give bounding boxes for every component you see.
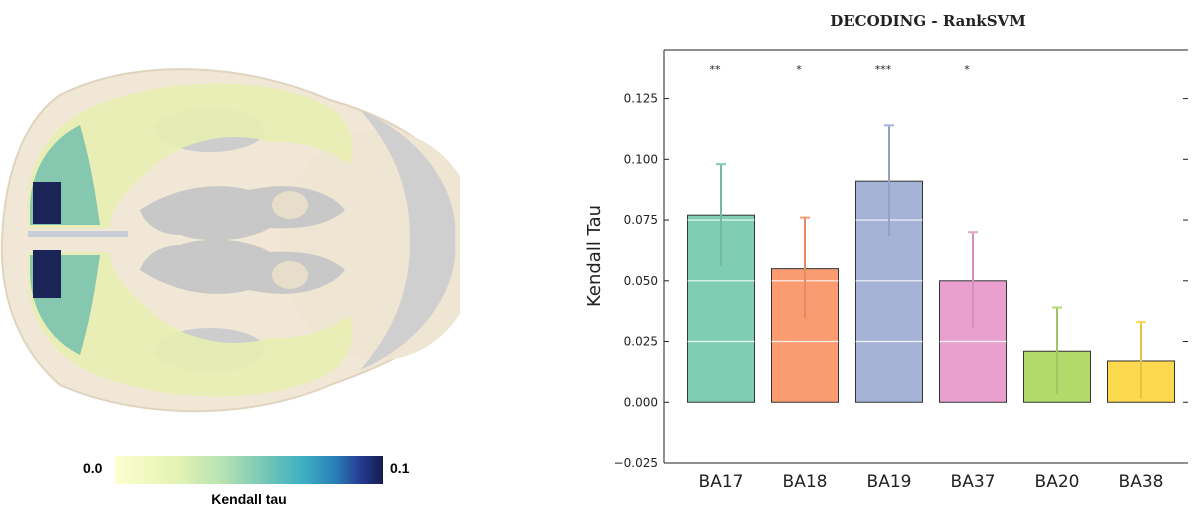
plot-area: −0.0250.0000.0250.0500.0750.1000.125**BA… (614, 49, 1188, 492)
bar-chart: DECODING - RankSVM −0.025 0.000 0.025 0.050… (584, 12, 1188, 492)
x-tick-label: BA17 (699, 472, 744, 492)
significance-marker: *** (875, 63, 892, 76)
x-tick-label: BA38 (1119, 472, 1164, 492)
ventricle-structure (272, 261, 308, 289)
x-tick-label: BA19 (867, 472, 912, 492)
colorbar-max-label: 0.1 (390, 460, 410, 476)
ventricle-structure (360, 110, 456, 370)
significance-marker: * (964, 63, 970, 76)
y-tick-label: 0.025 (624, 335, 658, 349)
activation-overlay-upper (27, 83, 353, 228)
y-tick-label: 0.000 (624, 395, 658, 409)
chart-title: DECODING - RankSVM (830, 12, 1026, 30)
colorbar-title: Kendall tau (211, 491, 287, 507)
brain-midline (28, 231, 128, 237)
y-tick-label: 0.050 (624, 274, 658, 288)
colorbar (115, 456, 383, 484)
significance-marker: ** (710, 63, 722, 76)
y-tick-label: −0.025 (614, 456, 658, 470)
y-tick-label: 0.125 (624, 92, 658, 106)
activation-peak-upper (33, 182, 61, 224)
activation-peak-lower (33, 250, 61, 298)
x-tick-label: BA18 (783, 472, 828, 492)
x-tick-label: BA20 (1035, 472, 1080, 492)
colorbar-min-label: 0.0 (83, 460, 103, 476)
x-tick-label: BA37 (951, 472, 996, 492)
y-tick-label: 0.100 (624, 152, 658, 166)
significance-marker: * (796, 63, 802, 76)
y-tick-label: 0.075 (624, 213, 658, 227)
y-axis-label: Kendall Tau (584, 205, 605, 307)
ventricle-structure (272, 191, 308, 219)
activation-overlay-lower (27, 252, 353, 397)
brain-axial-view (0, 68, 460, 413)
brain-figure-panel: 0.0 0.1 Kendall tau (0, 0, 460, 510)
